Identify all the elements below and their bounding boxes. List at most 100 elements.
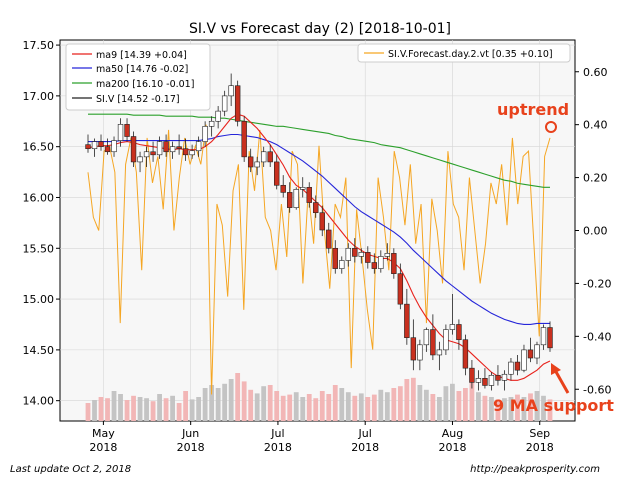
candle-body [287,192,293,208]
volume-bar [319,391,325,421]
candle [540,324,547,350]
candlesticks [85,73,553,391]
candle [371,253,378,274]
candle-body [482,378,488,386]
candle [143,146,150,167]
volume-bar [202,388,208,421]
candle-body [254,161,260,168]
volume-bar [443,386,449,421]
candle [449,294,456,335]
candle [521,344,527,373]
y-axis-left: 14.00 14.50 15.00 15.50 16.00 16.50 17.00 17.50 [23,39,60,408]
volume-bar [300,397,306,421]
volume-bar [456,391,462,421]
support-arrow-icon [553,369,570,394]
candle-body [176,146,182,150]
candle [117,118,124,147]
candle-body [124,124,130,137]
candle [176,134,182,155]
legend-item-ma9: ma9 [14.39 +0.04] [96,50,187,61]
y2-tick-label: 0.00 [583,225,608,238]
annotation-ma-support: 9 MA support [493,363,614,415]
candle-body [345,247,351,261]
candle [215,106,221,129]
volume-bar [235,373,241,421]
candle-body [221,95,228,112]
volume-bar [332,385,338,421]
candle-body [169,146,176,153]
y-axis-right: -0.60 -0.40 -0.20 0.00 0.20 0.40 0.60 [575,66,611,396]
candle-body [430,329,436,356]
y2-tick-label: 0.40 [583,119,608,132]
y-tick-label: 14.50 [23,344,55,357]
volume-bar [144,398,149,421]
x-tick-label: Aug [442,427,463,440]
volume-bar [430,394,436,421]
candle-body [98,141,104,147]
candle-body [527,349,534,359]
volume-bar [267,385,273,421]
volume-bar [397,386,403,421]
candle [195,136,202,157]
candle-body [326,229,332,249]
volume-bar [463,388,468,421]
candle-body [462,339,469,369]
candle [436,341,443,371]
volume-bar [489,397,494,421]
series-line-ma200 [88,113,550,188]
volume-bar [215,388,221,421]
candle-body [339,260,345,269]
candle [124,118,130,142]
candle [352,238,358,263]
candle-body [365,252,371,263]
candle-body [117,124,124,141]
candle-body [215,110,221,122]
volume-bar [137,397,143,421]
x-axis: May2018Jun2018Jul2018Jul2018Aug2018Sep20… [89,421,554,454]
candle [202,121,208,147]
annotation-uptrend-text: uptrend [497,100,569,119]
volume-bar [241,381,247,421]
candle-body [475,378,482,383]
candle [189,144,195,159]
candle-body [352,247,358,257]
candle [267,144,273,167]
candle-body [443,329,449,351]
candle-body [195,141,202,152]
y-tick-label: 15.50 [23,242,55,255]
candle-body [143,151,150,158]
candle [508,358,514,381]
candle [169,141,176,159]
candle [111,136,117,157]
y-tick-label: 17.50 [23,39,55,52]
volume-bar [352,395,358,421]
candle-body [469,367,475,383]
candle-body [228,85,234,97]
volume-bar [170,395,175,421]
candle [397,263,404,310]
candle-body [514,361,521,371]
candle-body [547,327,553,349]
volume-bar [508,397,514,421]
legend-item-siv-label: SI.V [14.52 -0.17] [96,94,180,105]
candle [274,154,280,190]
candle [91,138,98,157]
candle [150,141,156,162]
volume-bar [515,394,520,421]
volume-bar [105,398,110,421]
candle [404,288,410,345]
candle [417,339,423,371]
candle-body [534,344,540,359]
candle-body [410,337,417,361]
x-tick-label: Jul [270,427,284,440]
candle [306,182,312,208]
candle [228,73,234,107]
candle [469,360,475,389]
volume-bar [541,395,546,421]
candle [234,80,241,127]
volume-bar [98,397,104,421]
candle [280,175,286,198]
candle [241,116,247,162]
y2-tick-label: -0.40 [583,330,611,343]
x-tick-label: Jul [358,427,372,440]
